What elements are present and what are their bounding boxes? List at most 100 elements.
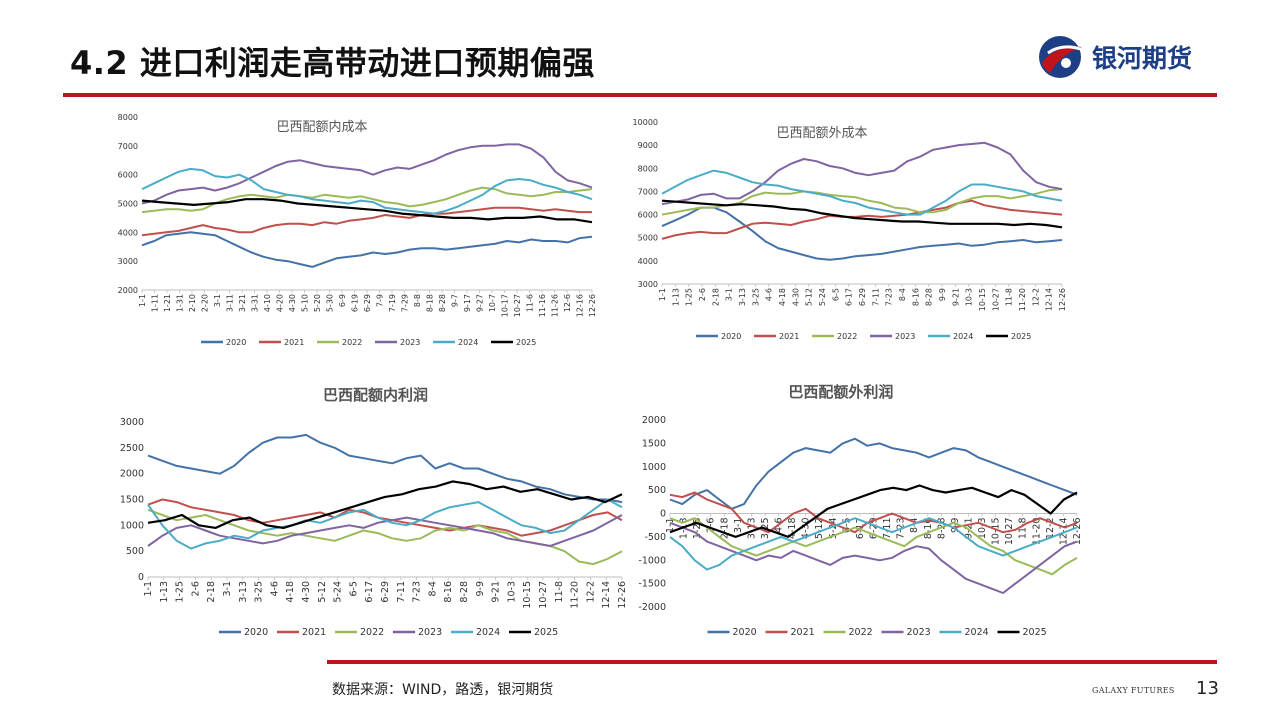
legend-label: 2025 xyxy=(1023,627,1047,638)
x-tick-label: 3-11 xyxy=(226,294,235,312)
x-tick-label: 7-9 xyxy=(376,294,385,307)
x-tick-label: 8-8 xyxy=(413,294,422,307)
legend-label: 2024 xyxy=(965,627,989,638)
chart-quota-out-cost: 巴西配额外成本 3000 4000 5000 6000 7000 8000 9000 10000… xyxy=(630,110,1070,350)
x-tick-label: 4-30 xyxy=(791,288,800,306)
x-tick-label: 9-7 xyxy=(451,294,460,307)
x-tick-label: 6-9 xyxy=(338,294,347,307)
x-tick-label: 1-1 xyxy=(138,294,147,307)
x-tick-label: 7-11 xyxy=(882,518,893,540)
x-tick-label: 10-7 xyxy=(488,294,497,312)
legend-label: 2021 xyxy=(791,627,815,638)
company-logo: 银河期货 xyxy=(1036,33,1226,81)
x-tick-label: 11-8 xyxy=(554,581,565,603)
x-tick-label: 5-24 xyxy=(333,581,344,603)
x-tick-label: 3-25 xyxy=(254,581,265,603)
legend-label: 2024 xyxy=(476,627,500,638)
x-tick-label: 7-23 xyxy=(885,288,894,306)
y-tick-label: 5000 xyxy=(118,200,138,209)
x-tick-label: 6-29 xyxy=(363,294,372,312)
series-line-2024 xyxy=(147,498,623,550)
x-tick-label: 1-13 xyxy=(671,288,680,306)
x-tick-label: 3-1 xyxy=(222,581,233,597)
series-line-2021 xyxy=(669,491,1078,534)
x-tick-label: 11-20 xyxy=(1018,288,1027,311)
x-tick-label: 10-3 xyxy=(977,518,988,540)
legend-label: 2024 xyxy=(458,338,478,347)
x-tick-label: 8-16 xyxy=(923,518,934,540)
chart-title: 巴西配额内利润 xyxy=(323,386,428,404)
page-number: 13 xyxy=(1196,678,1219,699)
x-tick-label: 12-26 xyxy=(588,294,597,317)
legend-label: 2022 xyxy=(360,627,384,638)
y-tick-label: 7000 xyxy=(118,142,138,151)
x-tick-label: 2-6 xyxy=(190,581,201,597)
series-line-2021 xyxy=(661,199,1063,240)
x-tick-label: 9-21 xyxy=(491,581,502,603)
x-tick-label: 12-26 xyxy=(617,581,628,609)
x-tick-label: 9-21 xyxy=(951,288,960,306)
legend-label: 2022 xyxy=(342,338,362,347)
x-tick-label: 7-23 xyxy=(412,581,423,603)
x-tick-label: 8-16 xyxy=(911,288,920,306)
x-tick-label: 2-6 xyxy=(698,288,707,301)
chart-quota-in-cost: 巴西配额内成本 2000 3000 4000 5000 6000 7000 8000 1-1 1-… xyxy=(110,105,600,360)
x-tick-label: 1-25 xyxy=(175,581,186,603)
x-tick-label: 4-30 xyxy=(288,294,297,312)
chart-svg: 巴西配额内利润 0 500 1000 1500 2000 2500 3000 1-1 1-13 1-… xyxy=(120,386,628,638)
y-tick-label: 3000 xyxy=(638,280,658,289)
x-tick-label: 10-15 xyxy=(991,518,1002,546)
x-tick-label: 12-26 xyxy=(1072,518,1083,546)
x-tick-label: 7-11 xyxy=(871,288,880,306)
x-tick-label: 3-31 xyxy=(251,294,260,312)
x-tick-label: 5-20 xyxy=(313,294,322,312)
x-tick-label: 3-1 xyxy=(213,294,222,307)
y-tick-label: 8000 xyxy=(638,164,658,173)
legend-label: 2020 xyxy=(721,332,741,341)
x-tick-label: 5-12 xyxy=(805,288,814,306)
legend-label: 2023 xyxy=(895,332,915,341)
x-tick-label: 2-18 xyxy=(719,518,730,540)
x-tick-label: 6-29 xyxy=(858,288,867,306)
x-tick-label: 7-19 xyxy=(388,294,397,312)
x-tick-label: 10-17 xyxy=(501,294,510,317)
title-divider xyxy=(63,93,1217,97)
chart-title: 巴西配额外成本 xyxy=(776,126,867,141)
y-tick-label: 9000 xyxy=(638,141,658,150)
x-tick-label: 9-21 xyxy=(963,518,974,540)
x-tick-label: 5-10 xyxy=(301,294,310,312)
series-line-2025 xyxy=(669,484,1078,538)
chart-quota-in-profit: 巴西配额内利润 0 500 1000 1500 2000 2500 3000 1-1 1-13 1-… xyxy=(110,380,630,645)
series-line-2021 xyxy=(147,498,623,537)
x-tick-label: 11-8 xyxy=(1005,288,1014,306)
x-tick-label: 8-28 xyxy=(459,581,470,603)
x-tick-label: 9-9 xyxy=(475,581,486,597)
y-tick-label: 500 xyxy=(648,485,666,496)
series-line-2025 xyxy=(147,480,623,529)
y-tick-label: 6000 xyxy=(638,211,658,220)
x-tick-label: 5-30 xyxy=(326,294,335,312)
x-tick-label: 3-25 xyxy=(751,288,760,306)
x-tick-label: 3-13 xyxy=(738,288,747,306)
y-tick-label: 5000 xyxy=(638,234,658,243)
x-tick-label: 8-4 xyxy=(898,288,907,301)
y-tick-label: 2000 xyxy=(120,469,144,480)
x-tick-label: 8-28 xyxy=(438,294,447,312)
x-tick-label: 4-10 xyxy=(263,294,272,312)
x-tick-label: 1-1 xyxy=(143,581,154,597)
chart-svg: 巴西配额内成本 2000 3000 4000 5000 6000 7000 8000 1-1 1-… xyxy=(118,113,597,347)
chart-title: 巴西配额内成本 xyxy=(276,119,367,135)
y-tick-label: 2500 xyxy=(120,443,144,454)
x-tick-label: 12-14 xyxy=(601,581,612,609)
y-tick-label: 3000 xyxy=(118,257,138,266)
x-tick-label: 9-9 xyxy=(938,288,947,301)
series-line-2023 xyxy=(661,141,1063,206)
x-tick-label: 8-4 xyxy=(909,518,920,534)
y-tick-label: 4000 xyxy=(638,257,658,266)
x-tick-label: 10-15 xyxy=(522,581,533,609)
data-source-note: 数据来源：WIND，路透，银河期货 xyxy=(332,682,554,698)
page-title: 4.2 进口利润走高带动进口预期偏强 xyxy=(70,44,595,82)
x-tick-label: 5-12 xyxy=(814,518,825,540)
y-tick-label: -1000 xyxy=(638,555,666,566)
y-tick-label: 1000 xyxy=(120,520,144,531)
